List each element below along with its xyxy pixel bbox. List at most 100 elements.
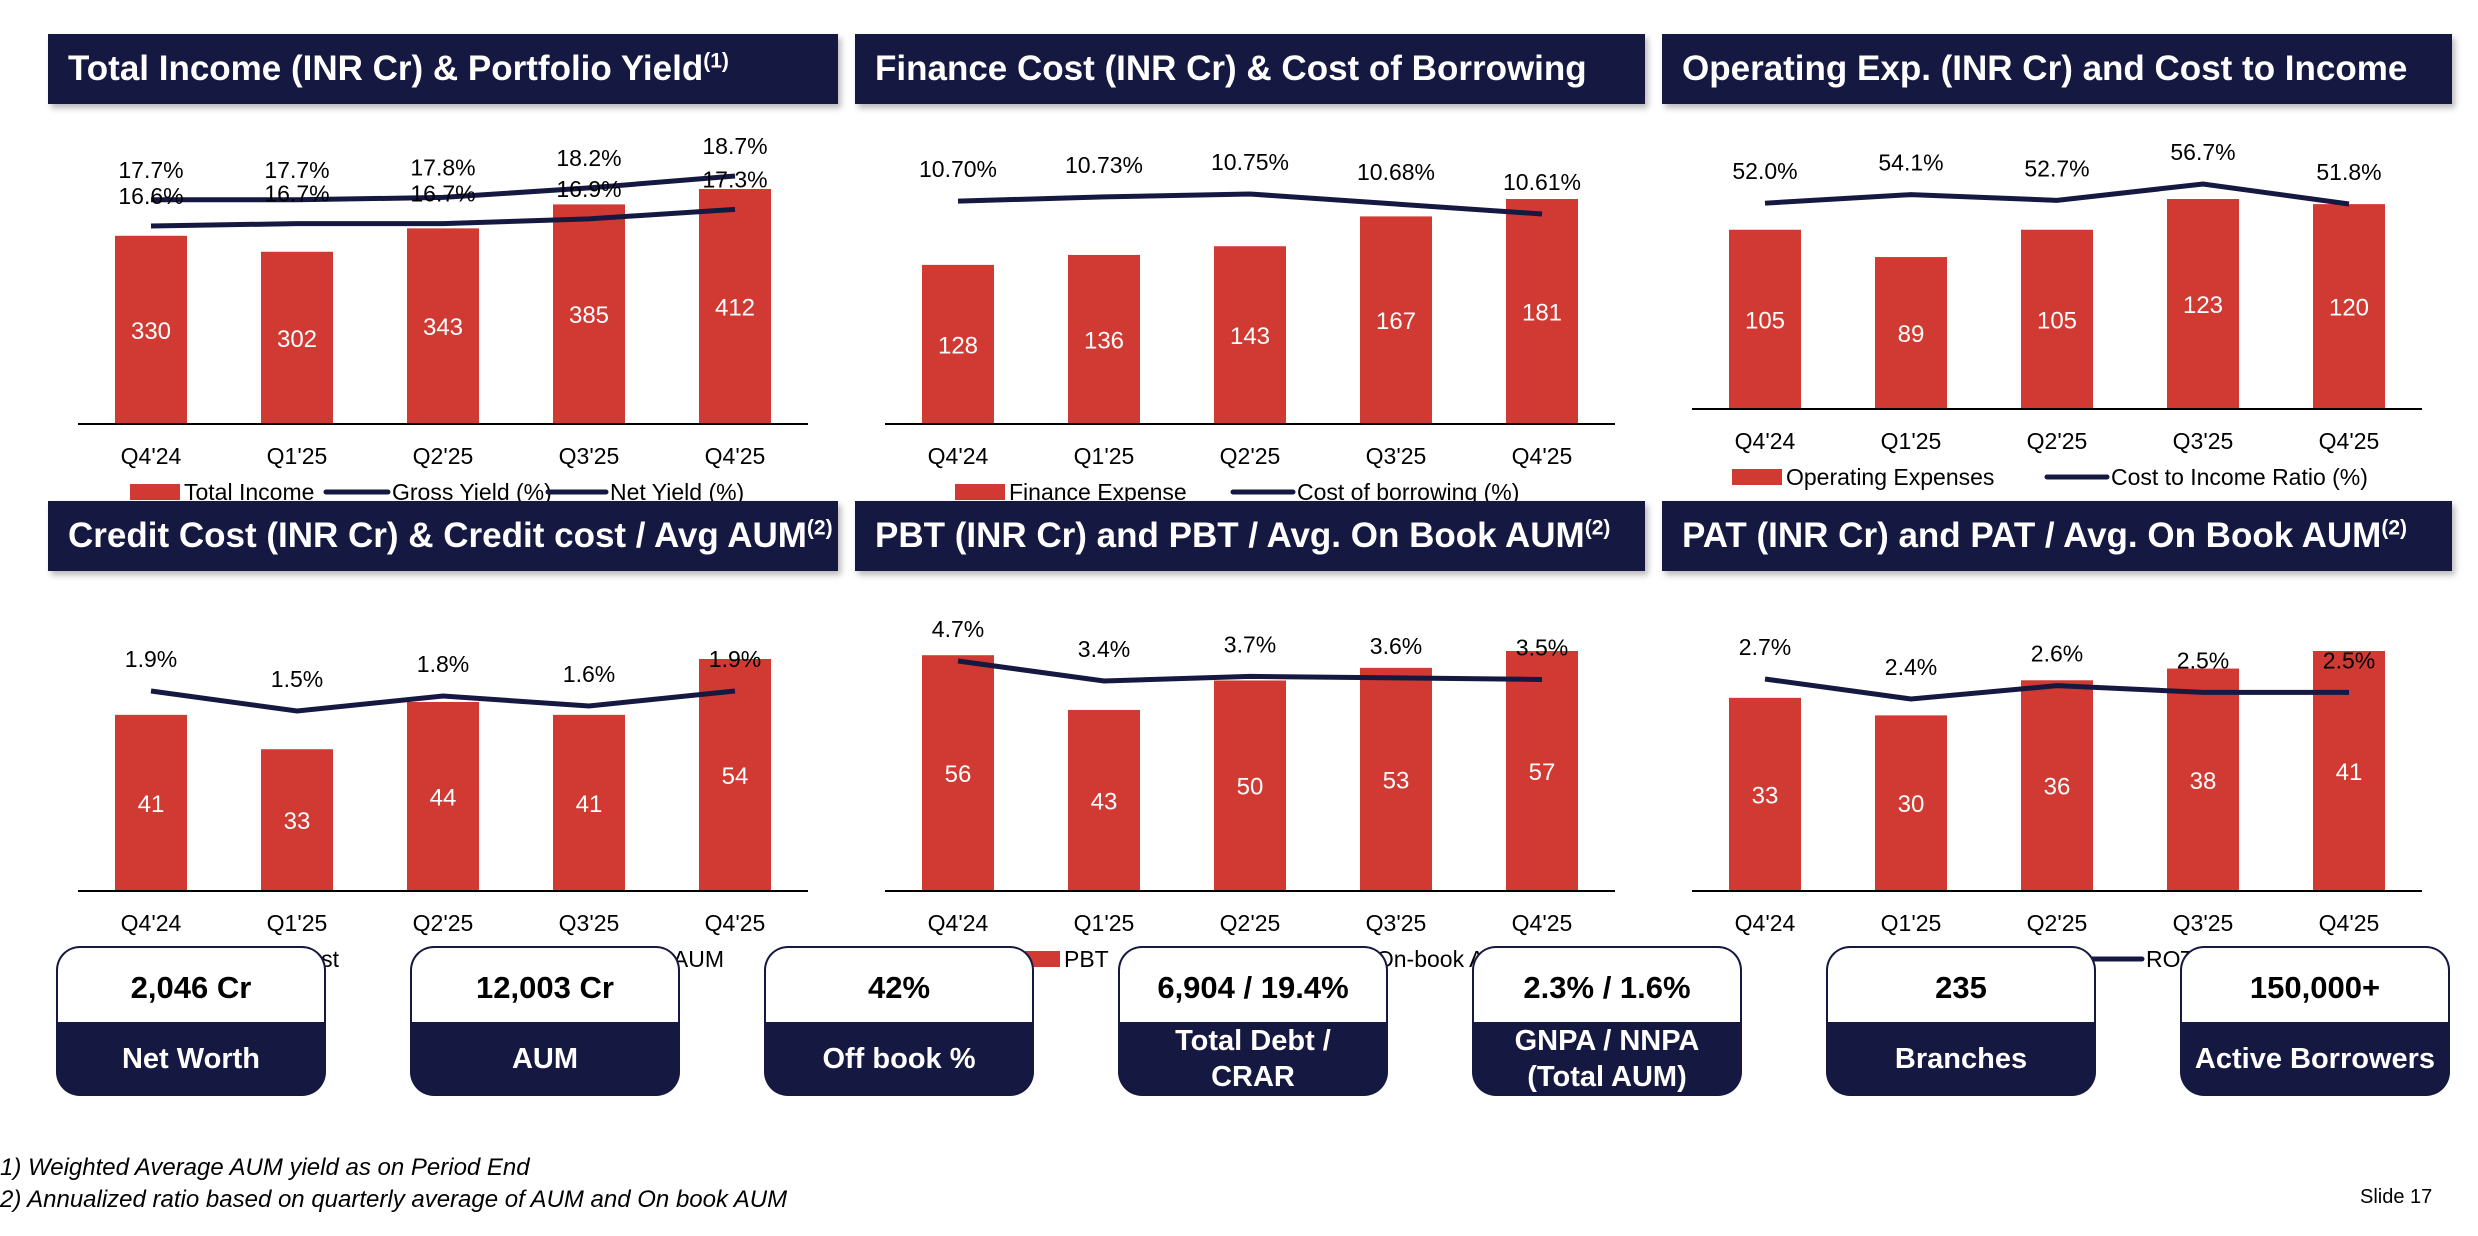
category-label: Q3'25 bbox=[2173, 428, 2234, 454]
chart-panel-total-income: Total Income (INR Cr) & Portfolio Yield(… bbox=[48, 34, 838, 505]
data-label: 343 bbox=[423, 314, 463, 341]
bar bbox=[699, 659, 771, 891]
bar bbox=[553, 204, 625, 424]
category-label: Q2'25 bbox=[1220, 910, 1281, 936]
kpi-label: Active Borrowers bbox=[2180, 1022, 2450, 1096]
chart: 41 Q4'24 33 Q1'25 44 Q2'25 41 Q3'25 54 Q4'25 1.9% 1… bbox=[78, 646, 808, 972]
category-label: Q4'24 bbox=[928, 443, 989, 469]
line-data-label: 56.7% bbox=[2170, 139, 2235, 165]
kpi-value: 12,003 Cr bbox=[410, 946, 680, 1026]
legend-swatch-bar bbox=[955, 484, 1005, 500]
data-label: 57 bbox=[1529, 759, 1556, 786]
bar bbox=[553, 714, 625, 891]
data-label: 330 bbox=[131, 318, 171, 345]
series-line bbox=[1764, 181, 2350, 207]
line-data-label: 1.6% bbox=[563, 661, 615, 687]
legend-swatch-bar bbox=[1732, 469, 1782, 485]
line-data-label: 2.5% bbox=[2323, 647, 2375, 673]
line-data-label: 2.4% bbox=[1885, 654, 1937, 680]
chart: 105 Q4'24 89 Q1'25 105 Q2'25 123 Q3'25 120 Q4'25 5… bbox=[1692, 139, 2422, 490]
bar bbox=[2021, 680, 2093, 891]
bar bbox=[115, 235, 187, 424]
chart: 128 Q4'24 136 Q1'25 143 Q2'25 167 Q3'25 181 Q4'25… bbox=[885, 149, 1615, 505]
category-label: Q3'25 bbox=[1366, 443, 1427, 469]
line-data-label: 16.7% bbox=[410, 181, 475, 207]
kpi-label: Net Worth bbox=[56, 1022, 326, 1096]
kpi-value: 150,000+ bbox=[2180, 946, 2450, 1026]
footnote-1: 1) Weighted Average AUM yield as on Peri… bbox=[0, 1154, 530, 1181]
chart-panel-finance-cost: Finance Cost (INR Cr) & Cost of Borrowin… bbox=[855, 34, 1645, 505]
data-label: 385 bbox=[569, 302, 609, 329]
category-label: Q4'25 bbox=[705, 910, 766, 936]
bar bbox=[2313, 204, 2385, 409]
line-data-label: 3.7% bbox=[1224, 631, 1276, 657]
kpi-card-aum: 12,003 Cr AUM bbox=[410, 946, 680, 1096]
category-label: Q2'25 bbox=[413, 910, 474, 936]
data-label: 412 bbox=[715, 295, 755, 322]
line-data-label: 17.7% bbox=[118, 157, 183, 183]
line-data-label: 52.0% bbox=[1732, 158, 1797, 184]
series-line bbox=[957, 191, 1543, 217]
panel-title: Finance Cost (INR Cr) & Cost of Borrowin… bbox=[855, 34, 1645, 104]
kpi-card-off-book: 42% Off book % bbox=[764, 946, 1034, 1096]
bar bbox=[1506, 199, 1578, 424]
series-line bbox=[150, 206, 736, 229]
kpi-card-net-worth: 2,046 Cr Net Worth bbox=[56, 946, 326, 1096]
legend-label: Operating Expenses bbox=[1786, 464, 1994, 490]
line-data-label: 2.7% bbox=[1739, 634, 1791, 660]
data-label: 38 bbox=[2190, 768, 2217, 795]
bar bbox=[1729, 697, 1801, 891]
chart: 33 Q4'24 30 Q1'25 36 Q2'25 38 Q3'25 41 Q4'25 2.7% 2… bbox=[1692, 634, 2422, 972]
kpi-card-gnpa-nnpa: 2.3% / 1.6% GNPA / NNPA (Total AUM) bbox=[1472, 946, 1742, 1096]
category-label: Q1'25 bbox=[267, 443, 328, 469]
line-data-label: 3.5% bbox=[1516, 634, 1568, 660]
data-label: 41 bbox=[2336, 759, 2363, 786]
series-line bbox=[957, 658, 1543, 684]
kpi-label: GNPA / NNPA (Total AUM) bbox=[1472, 1022, 1742, 1096]
line-data-label: 51.8% bbox=[2316, 159, 2381, 185]
bar bbox=[1068, 254, 1140, 424]
data-label: 89 bbox=[1898, 321, 1925, 348]
bar bbox=[922, 655, 994, 891]
kpi-value: 2.3% / 1.6% bbox=[1472, 946, 1742, 1026]
data-label: 41 bbox=[138, 791, 165, 818]
category-label: Q1'25 bbox=[267, 910, 328, 936]
line-data-label: 17.8% bbox=[410, 154, 475, 180]
line-data-label: 2.5% bbox=[2177, 647, 2229, 673]
line-data-label: 17.3% bbox=[702, 166, 767, 192]
category-label: Q4'25 bbox=[2319, 910, 2380, 936]
category-label: Q2'25 bbox=[413, 443, 474, 469]
data-label: 33 bbox=[1752, 782, 1779, 809]
kpi-value: 2,046 Cr bbox=[56, 946, 326, 1026]
kpi-card-total-debt-crar: 6,904 / 19.4% Total Debt / CRAR bbox=[1118, 946, 1388, 1096]
bar bbox=[407, 228, 479, 424]
category-label: Q4'25 bbox=[2319, 428, 2380, 454]
series-line bbox=[1764, 676, 2349, 702]
kpi-value: 6,904 / 19.4% bbox=[1118, 946, 1388, 1026]
category-label: Q4'25 bbox=[1512, 443, 1573, 469]
line-data-label: 16.9% bbox=[556, 176, 621, 202]
kpi-value: 235 bbox=[1826, 946, 2096, 1026]
line-data-label: 54.1% bbox=[1878, 150, 1943, 176]
kpi-card-active-borrowers: 150,000+ Active Borrowers bbox=[2180, 946, 2450, 1096]
kpi-card-branches: 235 Branches bbox=[1826, 946, 2096, 1096]
kpi-label: AUM bbox=[410, 1022, 680, 1096]
legend-label: Cost of borrowing (%) bbox=[1297, 479, 1519, 505]
chart-panel-pat: PAT (INR Cr) and PAT / Avg. On Book AUM(… bbox=[1662, 501, 2452, 972]
kpi-label: Off book % bbox=[764, 1022, 1034, 1096]
line-data-label: 1.5% bbox=[271, 666, 323, 692]
line-data-label: 10.61% bbox=[1503, 169, 1581, 195]
bar bbox=[407, 701, 479, 891]
data-label: 56 bbox=[945, 761, 972, 788]
legend-label: Finance Expense bbox=[1009, 479, 1187, 505]
chart-panel-pbt: PBT (INR Cr) and PBT / Avg. On Book AUM(… bbox=[855, 501, 1645, 972]
line-data-label: 18.2% bbox=[556, 145, 621, 171]
line-data-label: 2.6% bbox=[2031, 641, 2083, 667]
legend-label: PBT bbox=[1064, 946, 1109, 972]
legend-swatch-bar bbox=[130, 484, 180, 500]
category-label: Q2'25 bbox=[1220, 443, 1281, 469]
category-label: Q4'24 bbox=[121, 443, 182, 469]
bar bbox=[1360, 667, 1432, 891]
slide-number: Slide 17 bbox=[2360, 1186, 2433, 1208]
legend-label: Gross Yield (%) bbox=[392, 479, 552, 505]
